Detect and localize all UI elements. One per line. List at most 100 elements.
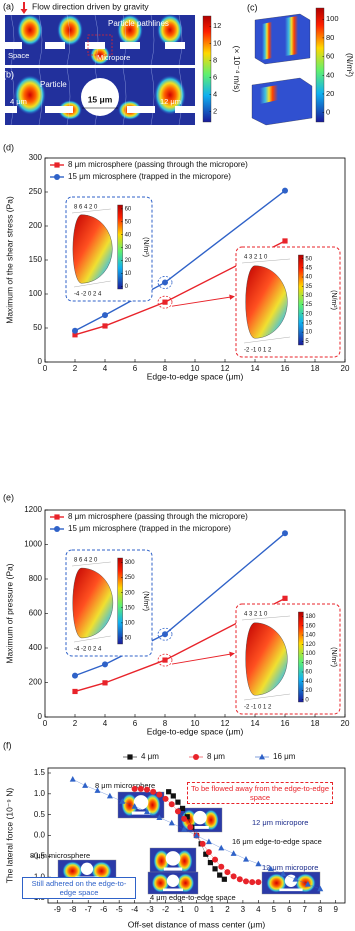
x-tick-label: 0 <box>43 364 48 373</box>
marker <box>69 776 76 782</box>
y-tick-label: 0.5 <box>34 810 46 819</box>
marker <box>255 860 262 867</box>
x-tick-label: -2 <box>162 905 170 914</box>
pathline <box>150 14 155 66</box>
series-line <box>74 240 286 336</box>
colorbar-tick-label: 200 <box>125 590 136 596</box>
marker <box>170 793 176 799</box>
colorbar-tick-label: 80 <box>326 33 334 42</box>
colorbar <box>117 204 123 290</box>
inset-hemisphere <box>245 622 288 696</box>
block-face <box>285 16 298 56</box>
inset-axis-label: 8 6 4 2 0 <box>74 205 98 211</box>
x-tick-label: 0 <box>43 719 48 728</box>
thumbnail-particle <box>193 810 207 825</box>
marker <box>82 782 89 788</box>
colorbar-tick-label: 100 <box>305 651 316 657</box>
x-tick-label: -3 <box>147 905 155 914</box>
colorbar-tick-label: 35 <box>305 284 312 290</box>
annotation: 8 μm microsphere <box>30 851 90 860</box>
particle <box>81 78 119 116</box>
flow-hotspot <box>157 14 183 46</box>
pathline <box>38 67 43 126</box>
inset-axis-label: -4 -2 0 2 4 <box>74 292 102 298</box>
colorbar <box>117 557 123 645</box>
marker <box>187 824 194 831</box>
y-tick-label: 1.0 <box>34 789 46 798</box>
marker <box>119 798 126 804</box>
pathline <box>66 67 71 126</box>
marker <box>162 657 168 663</box>
y-tick-label: 0 <box>38 712 43 721</box>
y-tick-label: 300 <box>29 153 43 162</box>
inset-axis-label: -2 -1 0 1 2 <box>244 705 272 711</box>
marker <box>144 808 150 815</box>
marker <box>131 785 138 792</box>
label: 4 μm <box>10 97 27 106</box>
x-tick-label: -1 <box>177 905 185 914</box>
x-tick-label: 8 <box>163 364 168 373</box>
colorbar <box>298 254 304 346</box>
thumbnail-particle <box>133 795 149 810</box>
y-axis-label: Maximum of pressure (Pa) <box>4 563 14 663</box>
colorbar-tick-label: 15 <box>305 321 312 327</box>
label: Particle pathlines <box>108 19 169 28</box>
thumbnail-hot <box>295 873 316 893</box>
x-tick-label: 5 <box>272 905 277 914</box>
thumbnail-wall <box>131 811 151 815</box>
pathline <box>178 14 183 66</box>
colorbar-tick-label: 20 <box>305 688 312 694</box>
colorbar-tick-label: 60 <box>326 52 334 61</box>
flow-label: Flow direction driven by gravity <box>32 1 149 11</box>
thumbnail-hot <box>153 849 170 873</box>
marker <box>179 805 186 812</box>
colorbar-tick-label: 40 <box>305 679 312 685</box>
marker <box>280 870 287 877</box>
marker <box>137 785 144 792</box>
x-tick-label: 4 <box>256 905 261 914</box>
thumbnail-hot <box>176 873 195 893</box>
colorbar-tick-label: 45 <box>305 265 312 271</box>
pathline <box>10 67 15 126</box>
thumbnail-wall <box>279 888 303 892</box>
x-tick-label: 4 <box>103 364 108 373</box>
colorbar-tick-label: 40 <box>125 232 132 238</box>
x-tick-label: 20 <box>341 719 350 728</box>
marker <box>267 865 274 872</box>
thumbnail-particle <box>80 862 94 875</box>
marker <box>102 323 108 329</box>
x-tick-label: 12 <box>221 719 230 728</box>
marker <box>243 856 249 862</box>
x-tick-label: 4 <box>103 719 108 728</box>
highlight <box>157 627 173 641</box>
marker <box>102 312 108 319</box>
marker <box>72 672 78 679</box>
marker <box>156 814 163 820</box>
colorbar-tick-label: 50 <box>305 256 312 262</box>
inset-hemisphere <box>245 265 288 339</box>
annotation: 12 μm micropore <box>252 818 308 827</box>
y-axis-label: The lateral force (10⁻⁹ N) <box>4 788 14 884</box>
wall <box>175 106 195 113</box>
legend-label: 8 μm microsphere (passing through the mi… <box>68 160 248 169</box>
marker <box>162 631 168 638</box>
flow-hotspot <box>57 14 83 46</box>
legend-marker <box>54 526 60 532</box>
wall <box>5 106 17 113</box>
x-tick-label: 2 <box>225 905 230 914</box>
pathline <box>38 14 43 66</box>
x-tick-label: -9 <box>54 905 62 914</box>
marker <box>317 885 324 892</box>
colorbar <box>298 611 304 703</box>
colorbar-tick-label: 5 <box>305 339 309 345</box>
legend-label: 4 μm <box>141 752 159 761</box>
thumbnail-hot <box>203 809 219 831</box>
marker <box>205 838 212 845</box>
marker <box>156 791 163 798</box>
x-tick-label: 18 <box>311 364 320 373</box>
marker <box>150 788 157 795</box>
marker <box>174 808 181 815</box>
x-tick-label: 0 <box>194 905 199 914</box>
marker <box>94 787 101 793</box>
x-tick-label: 8 <box>163 719 168 728</box>
